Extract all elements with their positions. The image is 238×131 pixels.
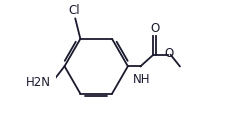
Text: NH: NH [132,73,150,86]
Text: H2N: H2N [26,76,51,89]
Text: O: O [164,47,174,60]
Text: O: O [150,22,159,35]
Text: Cl: Cl [69,4,80,17]
